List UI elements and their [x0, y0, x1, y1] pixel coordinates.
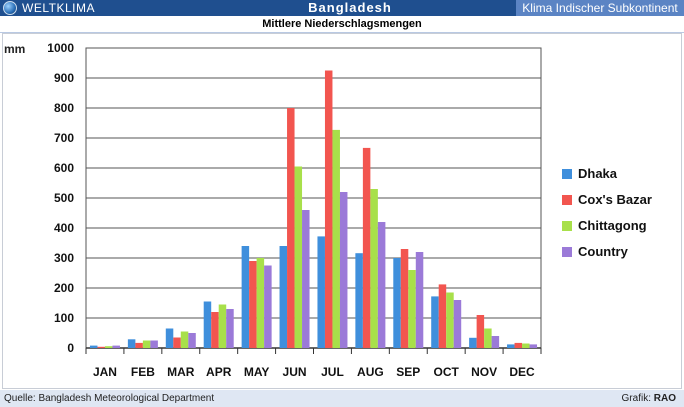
- x-tick-label: MAY: [244, 365, 270, 379]
- y-tick-label: 200: [54, 281, 74, 295]
- x-tick-label: AUG: [357, 365, 384, 379]
- bar: [188, 333, 196, 348]
- bar: [400, 249, 409, 348]
- y-tick-label: 900: [54, 71, 74, 85]
- bar: [294, 166, 303, 348]
- bar: [355, 253, 363, 348]
- bar: [203, 301, 212, 348]
- x-tick-label: JAN: [93, 365, 117, 379]
- globe-icon: [3, 1, 17, 15]
- x-tick-label: FEB: [131, 365, 155, 379]
- bar: [287, 108, 295, 348]
- bar: [507, 344, 515, 348]
- bar: [522, 343, 530, 348]
- x-tick-label: JUN: [283, 365, 307, 379]
- y-tick-label: 100: [54, 311, 74, 325]
- legend-label: Cox's Bazar: [578, 192, 652, 207]
- bar: [362, 147, 371, 348]
- y-tick-label: 0: [67, 341, 74, 355]
- x-tick-label: JUL: [321, 365, 344, 379]
- bar: [317, 236, 325, 348]
- x-tick-label: DEC: [509, 365, 535, 379]
- y-tick-label: 800: [54, 101, 74, 115]
- bar: [180, 331, 189, 348]
- bar: [438, 284, 447, 348]
- bar: [211, 312, 219, 348]
- bar: [218, 304, 227, 348]
- bar: [408, 270, 416, 348]
- region-label: Klima Indischer Subkontinent: [516, 0, 684, 16]
- y-tick-label: 600: [54, 161, 74, 175]
- chart-subtitle: Mittlere Niederschlagsmengen: [0, 16, 684, 33]
- x-tick-label: APR: [206, 365, 232, 379]
- y-tick-label: 500: [54, 191, 74, 205]
- bar: [484, 328, 492, 348]
- legend-swatch: [562, 169, 572, 179]
- legend-label: Chittagong: [578, 218, 647, 233]
- bar: [377, 222, 386, 348]
- bar: [150, 340, 158, 348]
- bar: [491, 336, 500, 348]
- bar: [97, 346, 105, 348]
- x-tick-label: SEP: [396, 365, 420, 379]
- bar: [264, 265, 272, 348]
- bar: [415, 252, 424, 348]
- footer-bar: Quelle: Bangladesh Meteorological Depart…: [0, 390, 684, 407]
- y-axis-unit: mm: [4, 42, 26, 56]
- source-text: Quelle: Bangladesh Meteorological Depart…: [4, 393, 215, 404]
- bar: [453, 300, 462, 348]
- legend-swatch: [562, 247, 572, 257]
- bar: [393, 258, 401, 348]
- bar: [339, 192, 348, 348]
- credit-text: Grafik: RAO: [622, 393, 676, 404]
- bar: [256, 258, 265, 348]
- legend-label: Dhaka: [578, 166, 618, 181]
- legend-label: Country: [578, 244, 628, 259]
- bar: [302, 210, 310, 348]
- y-tick-label: 700: [54, 131, 74, 145]
- bar: [104, 346, 113, 348]
- x-tick-label: MAR: [167, 365, 195, 379]
- legend-swatch: [562, 221, 572, 231]
- bar: [89, 345, 98, 348]
- bar: [279, 246, 288, 348]
- bar: [173, 337, 181, 348]
- bar: [135, 342, 143, 348]
- credit-name: RAO: [653, 393, 676, 404]
- bar: [112, 345, 120, 348]
- bar: [476, 315, 485, 348]
- title-bar: WELTKLIMA Bangladesh Klima Indischer Sub…: [0, 0, 684, 16]
- bar: [469, 337, 477, 348]
- bar: [165, 328, 174, 348]
- bar: [431, 296, 439, 348]
- y-tick-label: 300: [54, 251, 74, 265]
- y-tick-label: 1000: [47, 41, 74, 55]
- rainfall-chart: 0 100 200 300 400 500 600 700 800 900 1000 JAN FEB MA…: [47, 41, 542, 379]
- bar: [226, 309, 234, 348]
- bar: [370, 189, 378, 348]
- bar: [529, 344, 538, 348]
- y-tick-label: 400: [54, 221, 74, 235]
- bar: [514, 342, 523, 348]
- bar: [142, 340, 151, 348]
- bar: [446, 292, 454, 348]
- bar: [332, 129, 340, 348]
- bar: [127, 339, 136, 348]
- bar: [249, 261, 257, 348]
- credit-label: Grafik:: [621, 393, 651, 404]
- bar: [241, 246, 250, 348]
- bar: [324, 70, 333, 348]
- legend-swatch: [562, 195, 572, 205]
- x-tick-label: OCT: [434, 365, 460, 379]
- x-tick-label: NOV: [471, 365, 497, 379]
- country-title: Bangladesh: [308, 0, 392, 15]
- brand-label: WELTKLIMA: [22, 1, 95, 15]
